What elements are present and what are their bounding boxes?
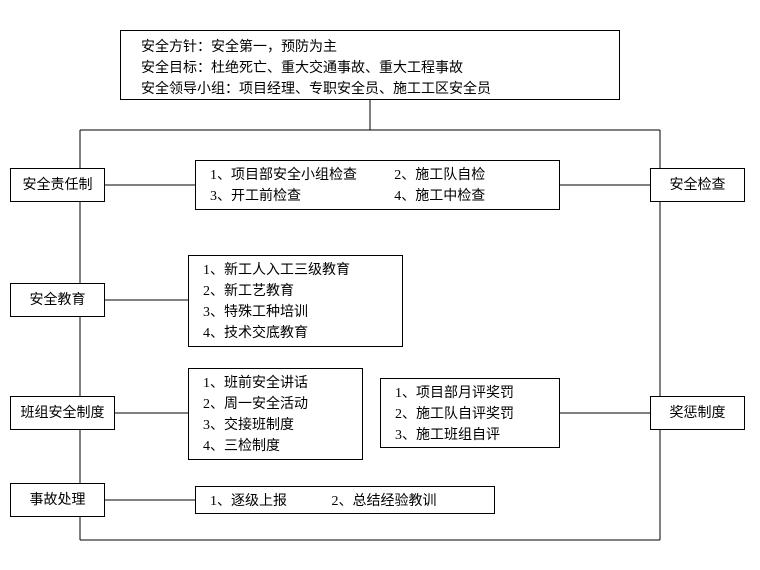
left-responsibility-text: 安全责任制	[23, 175, 93, 196]
center-incident: 1、逐级上报 2、总结经验教训	[195, 486, 495, 514]
disc-1: 1、项目部月评奖罚	[395, 383, 545, 404]
disc-2: 2、施工队自评奖罚	[395, 404, 545, 425]
left-responsibility: 安全责任制	[10, 168, 105, 202]
team-1: 1、班前安全讲话	[203, 373, 348, 394]
inc-1: 1、逐级上报	[210, 491, 332, 509]
right-inspection: 安全检查	[650, 168, 745, 202]
team-4: 4、三检制度	[203, 436, 348, 457]
left-incident-text: 事故处理	[30, 490, 86, 511]
right-inspection-text: 安全检查	[670, 175, 726, 196]
edu-3: 3、特殊工种培训	[203, 302, 388, 323]
header-line1: 安全方针：安全第一，预防为主	[141, 37, 599, 58]
insp-3: 3、开工前检查	[210, 186, 394, 207]
center-inspection: 1、项目部安全小组检查 2、施工队自检 3、开工前检查 4、施工中检查	[195, 160, 560, 210]
edu-1: 1、新工人入工三级教育	[203, 260, 388, 281]
left-education-text: 安全教育	[30, 290, 86, 311]
insp-1: 1、项目部安全小组检查	[210, 165, 394, 186]
center-team-right: 1、项目部月评奖罚 2、施工队自评奖罚 3、施工班组自评	[380, 378, 560, 448]
edu-4: 4、技术交底教育	[203, 323, 388, 344]
header-box: 安全方针：安全第一，预防为主 安全目标：杜绝死亡、重大交通事故、重大工程事故 安…	[120, 30, 620, 100]
center-team-left: 1、班前安全讲话 2、周一安全活动 3、交接班制度 4、三检制度	[188, 368, 363, 460]
insp-4: 4、施工中检查	[394, 186, 545, 207]
right-discipline: 奖惩制度	[650, 396, 745, 430]
right-discipline-text: 奖惩制度	[670, 403, 726, 424]
insp-2: 2、施工队自检	[394, 165, 545, 186]
header-line3: 安全领导小组：项目经理、专职安全员、施工工区安全员	[141, 79, 599, 100]
edu-2: 2、新工艺教育	[203, 281, 388, 302]
left-team-system: 班组安全制度	[10, 396, 115, 430]
team-2: 2、周一安全活动	[203, 394, 348, 415]
left-education: 安全教育	[10, 283, 105, 317]
team-3: 3、交接班制度	[203, 415, 348, 436]
header-line2: 安全目标：杜绝死亡、重大交通事故、重大工程事故	[141, 58, 599, 79]
center-education: 1、新工人入工三级教育 2、新工艺教育 3、特殊工种培训 4、技术交底教育	[188, 255, 403, 347]
left-incident: 事故处理	[10, 483, 105, 517]
inc-2: 2、总结经验教训	[332, 491, 437, 509]
disc-3: 3、施工班组自评	[395, 425, 545, 446]
left-team-text: 班组安全制度	[21, 403, 105, 424]
